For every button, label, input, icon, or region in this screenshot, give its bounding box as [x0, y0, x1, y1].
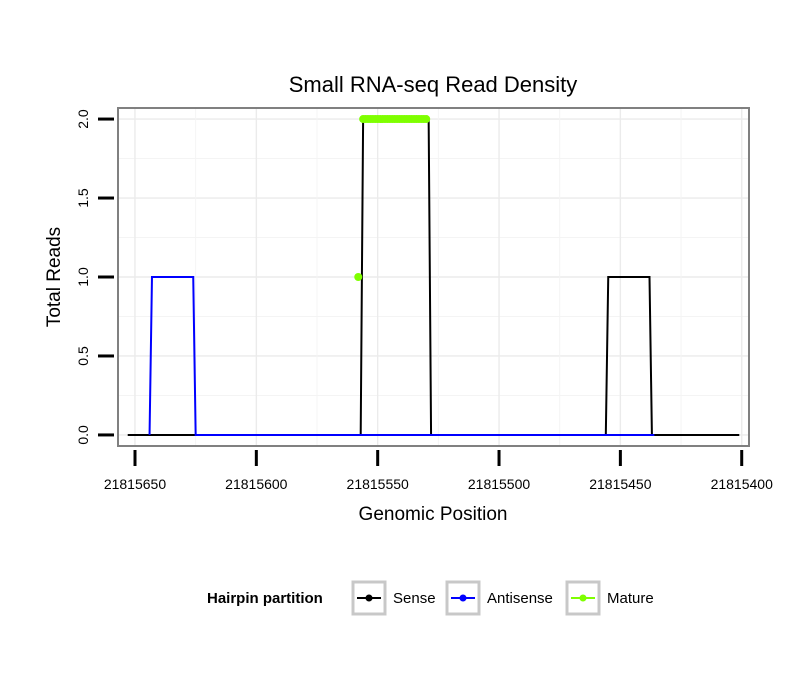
legend-key-dot [365, 594, 373, 602]
series-layer [127, 115, 740, 436]
x-tick-label: 21815400 [711, 476, 774, 492]
y-tick-label: 1.5 [75, 188, 91, 208]
legend-item-sense: Sense [351, 580, 436, 616]
y-tick-label: 0.5 [75, 346, 91, 366]
axis-layer: 0.0 0.5 1.0 1.5 2.0 21815650 21815600 21815550 2… [75, 109, 773, 492]
legend-key-dot [459, 594, 467, 602]
x-tick-label: 21815450 [589, 476, 652, 492]
x-axis-label: Genomic Position [359, 504, 508, 525]
grid-layer [118, 108, 749, 446]
legend-items: Sense Antisense Mature [351, 580, 654, 616]
legend-item-mature: Mature [565, 580, 654, 616]
legend-item-label: Antisense [487, 590, 553, 607]
chart-title: Small RNA-seq Read Density [289, 72, 578, 97]
antisense-series-line [148, 276, 655, 436]
legend-item-antisense: Antisense [445, 580, 553, 616]
legend: Hairpin partition Sense Antisense Mature [207, 580, 654, 616]
mature-point [354, 273, 363, 281]
y-tick-label: 2.0 [75, 109, 91, 129]
legend-title: Hairpin partition [207, 590, 323, 607]
x-tick-label: 21815650 [104, 476, 167, 492]
x-tick-label: 21815600 [225, 476, 288, 492]
plot-border [117, 107, 750, 447]
y-axis-label: Total Reads [44, 227, 65, 327]
y-tick-label: 0.0 [75, 425, 91, 445]
mature-point [422, 115, 431, 124]
y-tick-label: 1.0 [75, 267, 91, 287]
x-tick-label: 21815550 [347, 476, 410, 492]
legend-item-label: Sense [393, 590, 436, 607]
x-tick-label: 21815500 [468, 476, 531, 492]
legend-item-label: Mature [607, 590, 654, 607]
legend-key-dot [579, 594, 587, 602]
